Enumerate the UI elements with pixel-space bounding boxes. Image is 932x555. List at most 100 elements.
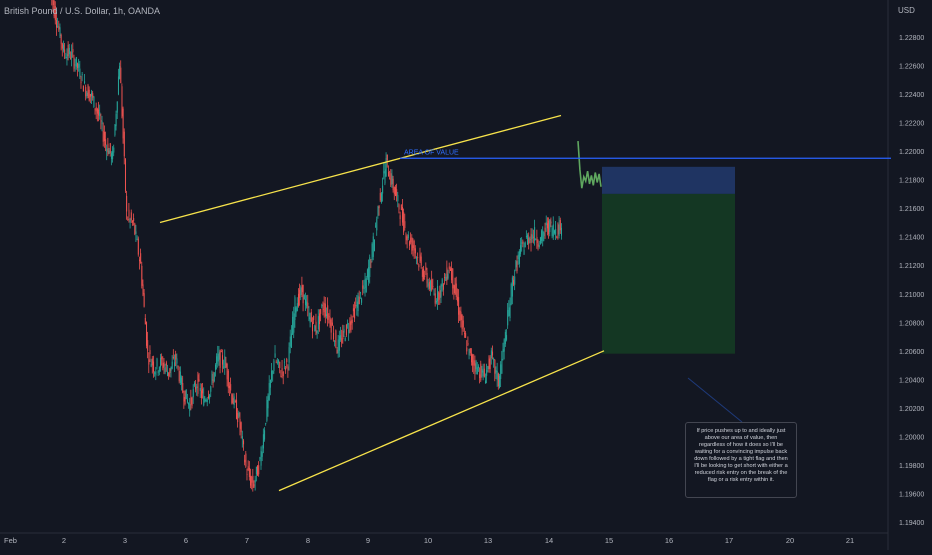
candle-body [264,430,266,440]
candle-body [345,324,347,336]
candle-body [239,419,241,429]
candle-body [197,374,199,394]
candle-body [490,350,492,359]
candle-body [147,340,149,351]
candle-body [279,361,281,369]
candle-body [406,236,408,241]
candle-body [561,227,563,236]
candle-body [348,329,350,333]
candle-body [521,242,523,244]
candle-body [288,347,290,363]
candle-body [448,266,450,270]
annotation-note[interactable]: If price pushes up to and ideally just a… [685,422,797,498]
candle-body [74,64,76,66]
candle-body [365,278,367,292]
candle-body [524,242,526,248]
candle-body [349,321,351,331]
candle-body [289,336,291,347]
candle-body [470,353,472,363]
candle-body [431,279,433,291]
candle-body [243,440,245,445]
candle-body [141,265,143,286]
candle-body [527,235,529,245]
candle-body [127,219,129,220]
candle-body [493,358,495,361]
candle-body [398,204,400,210]
candle-body [105,139,107,145]
candle-body [56,19,58,28]
candle-body [211,373,213,381]
candle-body [326,314,328,317]
candle-body [122,108,124,139]
candle-body [485,380,487,384]
candle-body [535,239,537,241]
candle-body [68,47,70,55]
x-tick-label: 8 [306,536,310,545]
candle-body [181,377,183,385]
candle-body [160,357,162,368]
candle-body [309,317,311,323]
candle-body [314,325,316,332]
candle-body [324,303,326,317]
candle-body [121,86,123,117]
y-tick-label: 1.22600 [899,64,924,71]
candle-body [474,363,476,372]
candle-body [397,195,399,202]
candle-body [57,26,59,27]
candle-body [465,333,467,338]
candle-body [202,388,204,394]
candle-body [475,361,477,370]
candle-body [486,369,488,376]
take-profit-zone [602,193,735,354]
candle-body [479,374,481,379]
candle-body [282,371,284,377]
candle-body [231,394,233,403]
candle-body [472,354,474,366]
candle-body [155,371,157,376]
candle-body [106,148,108,152]
candle-body [89,93,91,97]
candle-body [537,243,539,247]
candle-body [96,108,98,114]
candle-body [72,48,74,53]
candle-body [164,367,166,373]
candle-body [286,359,288,363]
candle-body [107,143,109,155]
candle-body [330,319,332,333]
candle-body [91,92,93,97]
candle-body [327,305,329,320]
candle-body [496,370,498,380]
candle-body [538,245,540,247]
candle-body [136,239,138,240]
candle-body [522,241,524,244]
candle-body [177,366,179,367]
candle-body [99,112,101,117]
y-tick-label: 1.19400 [899,520,924,527]
candle-body [87,85,89,99]
candle-body [350,320,352,325]
candle-body [467,343,469,345]
upper-trendline [159,114,562,224]
candle-body [285,367,287,371]
candle-body [267,395,269,409]
candle-body [344,338,346,341]
currency-label: USD [898,6,915,15]
candle-body [206,399,208,403]
candle-body [176,358,178,364]
candle-body [241,436,243,440]
candle-body [112,151,114,160]
candle-body [151,358,153,366]
candle-body [434,293,436,304]
candle-body [103,131,105,142]
candle-body [363,287,365,289]
y-tick-label: 1.22400 [899,92,924,99]
candle-body [220,351,222,353]
candle-body [328,316,330,318]
candle-body [362,285,364,289]
candle-body [497,373,499,387]
candle-body [185,389,187,400]
candle-body [306,301,308,307]
candle-body [317,316,319,330]
